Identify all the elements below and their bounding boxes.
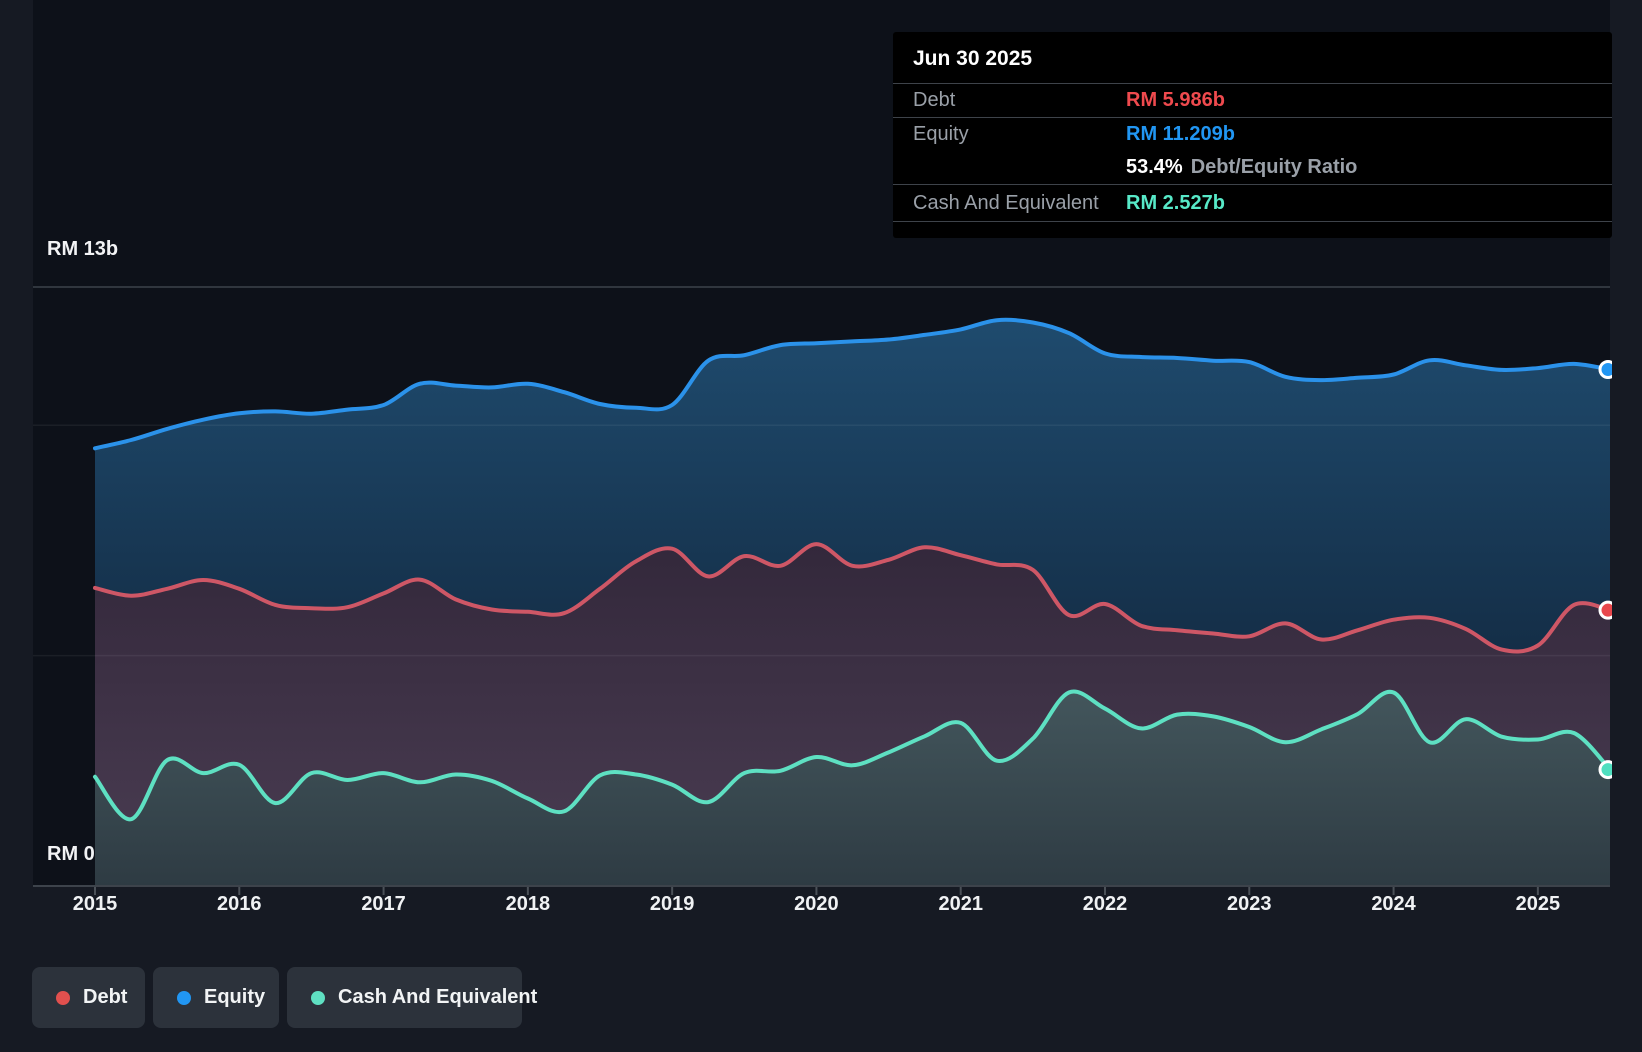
- cash-area: [95, 691, 1610, 886]
- x-tick-label-2015: 2015: [72, 893, 118, 915]
- x-tick-label-2021: 2021: [938, 893, 983, 915]
- tooltip-ratio-label: Debt/Equity Ratio: [1190, 156, 1358, 178]
- x-tick-label-2025: 2025: [1515, 893, 1561, 915]
- x-tick-label-2023: 2023: [1227, 893, 1272, 915]
- x-tick-label-2022: 2022: [1082, 893, 1128, 915]
- debt-area: [95, 544, 1610, 820]
- x-tick-label-2016: 2016: [217, 893, 262, 915]
- x-tick-label-2020: 2020: [794, 893, 839, 915]
- legend-equity-label: Equity: [204, 986, 266, 1008]
- chart-tooltip: Jun 30 2025 Debt RM 5.986b Equity RM 11.…: [893, 32, 1612, 238]
- tooltip-equity-value: RM 11.209b: [1126, 123, 1235, 145]
- legend-item-debt[interactable]: Debt: [32, 967, 145, 1028]
- x-tick-marks: [94, 887, 1539, 895]
- tooltip-debt-value: RM 5.986b: [1126, 89, 1225, 111]
- tooltip-cash-row: Cash And Equivalent RM 2.527b: [893, 184, 1612, 221]
- legend-item-cash[interactable]: Cash And Equivalent: [287, 967, 537, 1028]
- equity-area: [95, 319, 1610, 652]
- tooltip-equity-row: Equity RM 11.209b: [893, 117, 1612, 151]
- legend-debt-label: Debt: [83, 986, 128, 1008]
- tooltip-bottom-divider: [893, 221, 1612, 222]
- x-axis-labels: 2015 2016 2017 2018 2019 2020 2021 2022 2023 2024…: [0, 893, 1642, 919]
- tooltip-equity-label: Equity: [913, 123, 969, 145]
- y-axis-zero-label: RM 0: [47, 843, 95, 865]
- equity-series-dot-icon: [177, 990, 191, 1005]
- tooltip-ratio-value: 53.4%: [1126, 156, 1183, 178]
- y-axis-max-label: RM 13b: [47, 238, 119, 260]
- cash-line: [93, 689, 1612, 822]
- debt-series-dot-icon: [56, 990, 70, 1005]
- x-tick-label-2019: 2019: [649, 893, 695, 915]
- chart-legend: Debt Equity Cash And Equivalent: [32, 967, 537, 1028]
- debt-line: [93, 542, 1612, 654]
- right-edge-mask: [1612, 0, 1642, 1052]
- y-gridlines: [33, 286, 1610, 887]
- legend-cash-label: Cash And Equivalent: [338, 986, 538, 1008]
- x-tick-label-2024: 2024: [1371, 893, 1416, 915]
- tooltip-cash-label: Cash And Equivalent: [913, 191, 1099, 214]
- tooltip-debt-label: Debt: [913, 89, 956, 111]
- x-tick-label-2018: 2018: [505, 893, 551, 915]
- tooltip-cash-value: RM 2.527b: [1126, 191, 1225, 214]
- tooltip-date: Jun 30 2025: [913, 47, 1033, 70]
- x-tick-label-2017: 2017: [361, 893, 406, 915]
- tooltip-ratio-row: 53.4% Debt/Equity Ratio: [893, 151, 1612, 184]
- cash-series-dot-icon: [311, 990, 325, 1005]
- equity-line: [93, 317, 1612, 451]
- tooltip-debt-row: Debt RM 5.986b: [893, 83, 1612, 117]
- legend-item-equity[interactable]: Equity: [153, 967, 279, 1028]
